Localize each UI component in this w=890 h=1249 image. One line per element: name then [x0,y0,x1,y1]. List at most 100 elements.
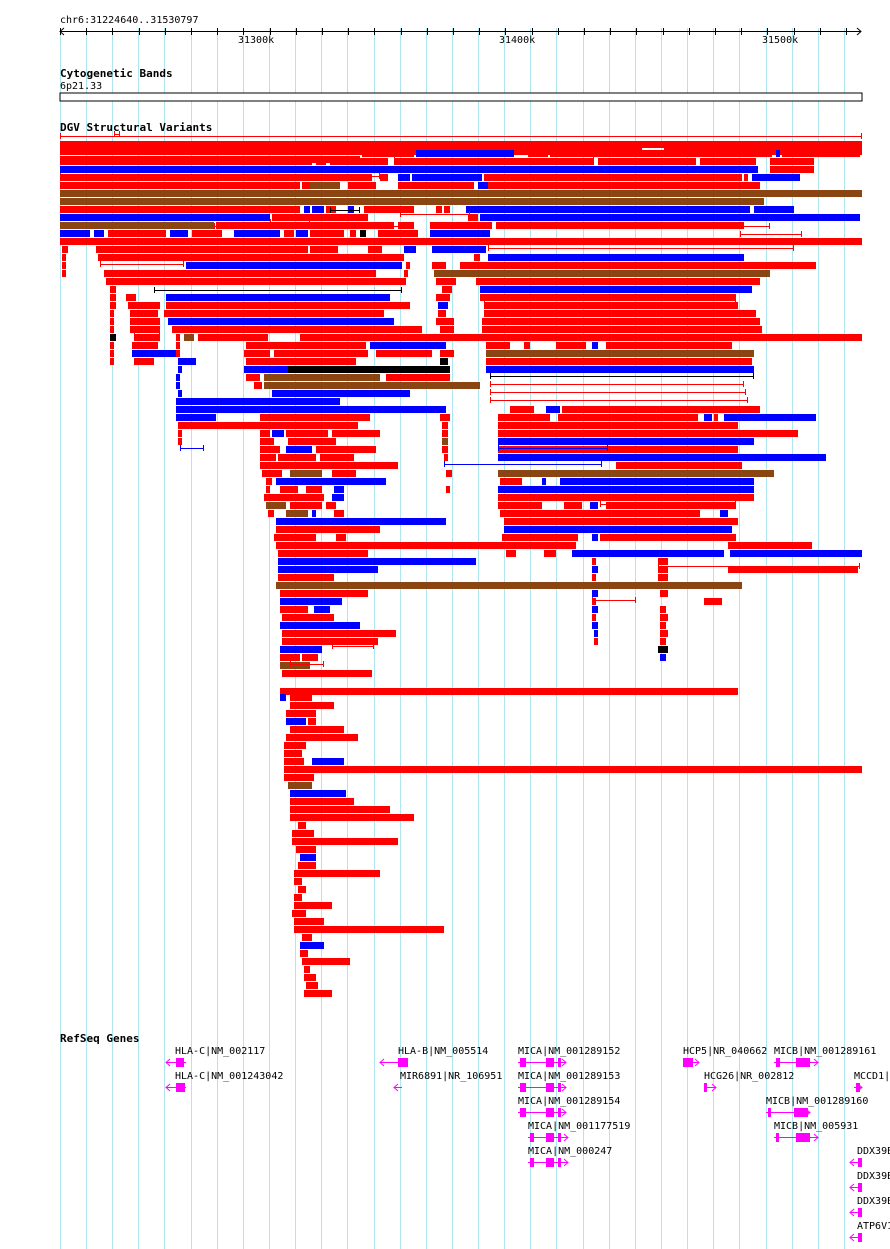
structural-variant-loss[interactable] [524,342,530,349]
structural-variant-loss[interactable] [110,310,114,317]
structural-variant-loss[interactable] [310,246,338,253]
structural-variant-loss[interactable] [550,150,772,157]
structural-variant-loss[interactable] [292,910,306,917]
structural-variant-loss[interactable] [468,214,478,221]
structural-variant-loss[interactable] [304,990,332,997]
structural-variant-gain-loss[interactable] [498,470,774,477]
structural-variant-loss[interactable] [660,630,668,637]
structural-variant-loss[interactable] [110,326,114,333]
structural-variant-loss[interactable] [294,926,444,933]
structural-variant-loss[interactable] [246,342,366,349]
structural-variant-loss[interactable] [770,158,814,165]
structural-variant-gain[interactable] [244,366,288,373]
structural-variant-loss[interactable] [274,350,292,357]
structural-variant-loss[interactable] [292,830,314,837]
structural-variant-loss[interactable] [110,302,116,309]
structural-variant-loss[interactable] [130,310,158,317]
gene-label[interactable]: HLA-C|NM_001243042 [175,1071,284,1082]
structural-variant-gain[interactable] [334,486,344,493]
structural-variant-loss[interactable] [498,430,798,437]
structural-variant-loss[interactable] [482,326,762,333]
structural-variant-gain[interactable] [430,230,490,237]
structural-variant-loss[interactable] [306,486,322,493]
structural-variant-loss[interactable] [502,534,578,541]
structural-variant-gain[interactable] [300,854,316,861]
structural-variant-loss[interactable] [334,510,344,517]
gene-exon[interactable] [546,1083,554,1092]
structural-variant-loss[interactable] [110,358,114,365]
structural-variant-loss[interactable] [316,446,376,453]
structural-variant-gain[interactable] [314,606,330,613]
structural-variant-gain[interactable] [660,654,666,661]
structural-variant-loss[interactable] [280,486,298,493]
structural-variant-loss[interactable] [178,438,182,445]
structural-variant-loss[interactable] [172,326,422,333]
structural-variant-gain[interactable] [176,406,446,413]
structural-variant-loss[interactable] [298,862,316,869]
structural-variant-loss[interactable] [564,502,582,509]
structural-variant-loss[interactable] [286,430,328,437]
structural-variant-gain[interactable] [166,294,390,301]
cytoband-track-title[interactable]: Cytogenetic Bands [60,67,173,80]
gene-exon[interactable] [794,1108,804,1117]
structural-variant-loss[interactable] [616,462,742,469]
structural-variant-loss[interactable] [510,406,534,413]
structural-variant-loss[interactable] [260,462,398,469]
structural-variant-gain[interactable] [178,358,196,365]
structural-variant-gain[interactable] [416,150,514,157]
structural-variant-loss[interactable] [592,558,596,565]
structural-variant-gain[interactable] [272,430,284,437]
structural-variant-other[interactable] [440,358,448,365]
gene-label[interactable]: MIR6891|NR_106951 [400,1071,503,1082]
gene-label[interactable]: DDX39B [857,1171,890,1182]
structural-variant-loss[interactable] [658,558,668,565]
structural-variant-gain[interactable] [438,302,448,309]
structural-variant-loss[interactable] [260,414,370,421]
structural-variant-loss[interactable] [498,414,550,421]
structural-variant-gain[interactable] [560,478,754,485]
structural-variant-loss[interactable] [594,638,598,645]
structural-variant-loss[interactable] [294,894,302,901]
structural-variant-gain[interactable] [286,446,312,453]
structural-variant-loss[interactable] [364,206,414,213]
structural-variant-loss[interactable] [280,590,368,597]
structural-variant-loss[interactable] [290,502,322,509]
structural-variant-loss[interactable] [398,222,414,229]
structural-variant-gain[interactable] [486,366,754,373]
structural-variant-loss[interactable] [286,734,358,741]
structural-variant-gain-loss[interactable] [288,782,312,789]
gene-label[interactable]: MICB|NM_005931 [774,1121,859,1132]
structural-variant-loss[interactable] [498,494,754,501]
structural-variant-loss[interactable] [770,166,814,173]
structural-variant-gain[interactable] [504,526,732,533]
structural-variant-loss[interactable] [658,566,668,573]
structural-variant-loss[interactable] [284,766,862,773]
structural-variant-loss[interactable] [362,150,414,157]
structural-variant-loss[interactable] [660,590,668,597]
structural-variant-gain-loss[interactable] [264,374,380,381]
structural-variant-gain[interactable] [704,414,712,421]
structural-variant-loss[interactable] [302,182,310,189]
structural-variant-gain[interactable] [404,246,416,253]
structural-variant-loss[interactable] [500,478,522,485]
structural-variant-loss[interactable] [460,262,816,269]
structural-variant-gain[interactable] [176,382,180,389]
structural-variant-loss[interactable] [476,278,760,285]
structural-variant-loss[interactable] [60,174,372,181]
structural-variant-loss[interactable] [302,958,350,965]
structural-variant-loss[interactable] [556,342,586,349]
structural-variant-loss[interactable] [436,206,442,213]
gene-label[interactable]: DDX39B [857,1146,890,1157]
structural-variant-loss[interactable] [290,814,414,821]
structural-variant-loss[interactable] [62,262,66,269]
structural-variant-loss[interactable] [272,214,368,221]
structural-variant-gain[interactable] [276,518,446,525]
structural-variant-loss[interactable] [440,414,450,421]
structural-variant-loss[interactable] [98,254,404,261]
structural-variant-loss[interactable] [488,182,760,189]
structural-variant-loss[interactable] [630,158,680,165]
structural-variant-gain[interactable] [498,454,826,461]
structural-variant-loss[interactable] [60,158,312,165]
structural-variant-loss[interactable] [404,270,408,277]
structural-variant-gain-loss[interactable] [286,510,308,517]
